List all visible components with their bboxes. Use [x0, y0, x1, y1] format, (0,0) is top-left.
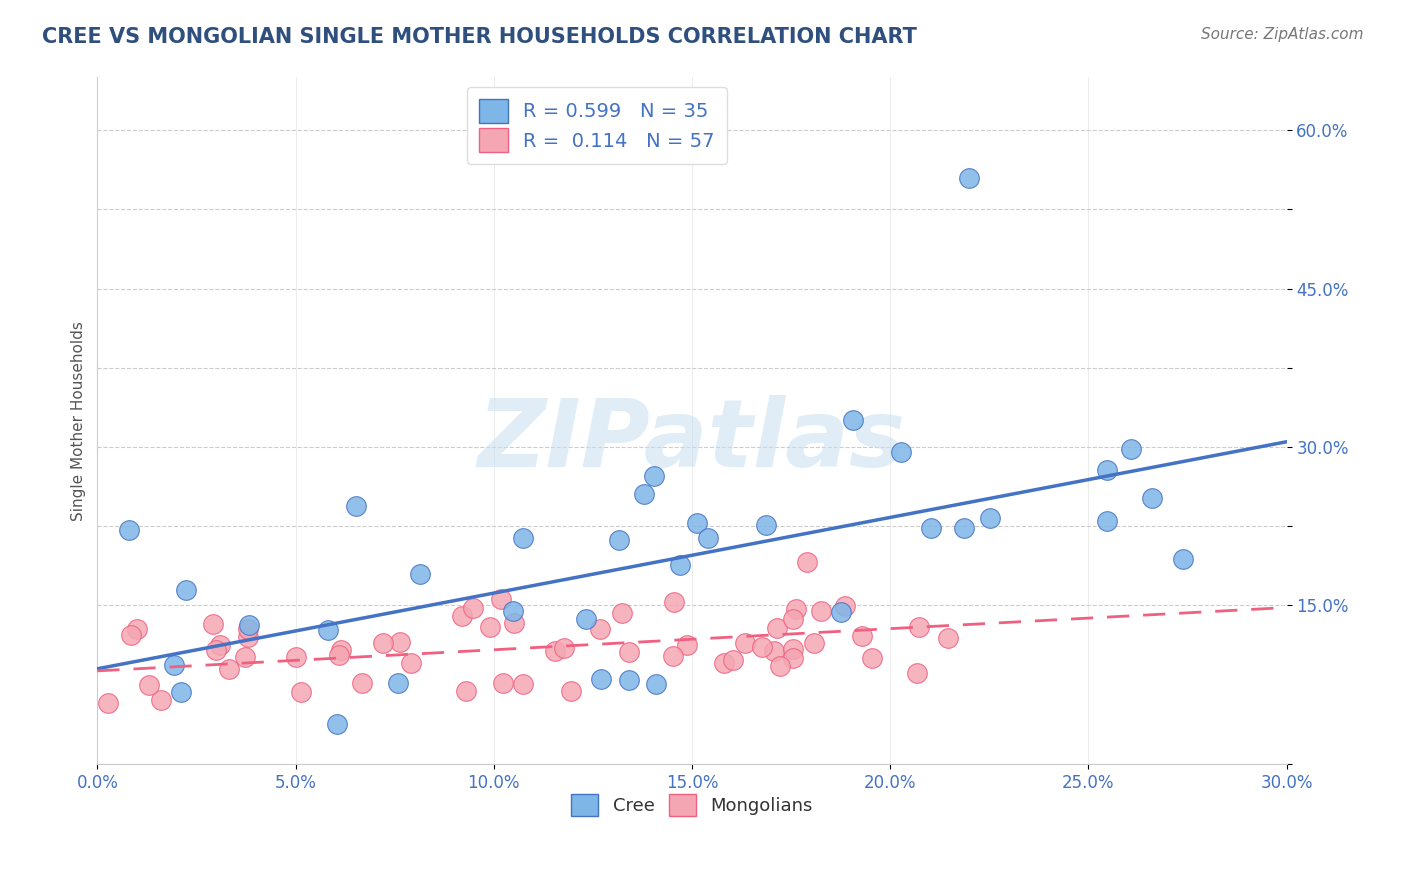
Point — [769, 659, 792, 673]
Point — [979, 511, 1001, 525]
Point — [502, 604, 524, 618]
Point — [503, 615, 526, 630]
Point — [209, 638, 232, 652]
Point — [841, 413, 863, 427]
Point — [803, 636, 825, 650]
Point — [1171, 552, 1194, 566]
Point — [589, 622, 612, 636]
Point — [461, 601, 484, 615]
Point — [388, 635, 411, 649]
Point — [401, 656, 423, 670]
Point — [723, 653, 745, 667]
Point — [810, 604, 832, 618]
Point — [905, 665, 928, 680]
Point — [205, 643, 228, 657]
Point — [953, 521, 976, 535]
Y-axis label: Single Mother Households: Single Mother Households — [72, 321, 86, 521]
Point — [1140, 491, 1163, 506]
Point — [238, 618, 260, 632]
Point — [920, 521, 942, 535]
Point — [643, 469, 665, 483]
Point — [751, 640, 773, 654]
Point — [489, 592, 512, 607]
Point — [125, 622, 148, 636]
Point — [1121, 442, 1143, 456]
Point — [782, 641, 804, 656]
Point — [344, 500, 367, 514]
Legend: Cree, Mongolians: Cree, Mongolians — [564, 787, 820, 823]
Point — [170, 685, 193, 699]
Point — [544, 644, 567, 658]
Point — [553, 641, 575, 656]
Point — [238, 630, 260, 644]
Text: CREE VS MONGOLIAN SINGLE MOTHER HOUSEHOLDS CORRELATION CHART: CREE VS MONGOLIAN SINGLE MOTHER HOUSEHOL… — [42, 27, 917, 46]
Point — [330, 643, 353, 657]
Point — [201, 617, 224, 632]
Point — [834, 599, 856, 614]
Point — [326, 717, 349, 731]
Point — [120, 628, 142, 642]
Point — [959, 170, 981, 185]
Point — [284, 649, 307, 664]
Point — [860, 650, 883, 665]
Point — [782, 612, 804, 626]
Point — [371, 636, 394, 650]
Point — [619, 673, 641, 687]
Point — [96, 697, 118, 711]
Point — [512, 677, 534, 691]
Point — [138, 678, 160, 692]
Point — [782, 651, 804, 665]
Point — [686, 516, 709, 530]
Text: Source: ZipAtlas.com: Source: ZipAtlas.com — [1201, 27, 1364, 42]
Point — [644, 677, 666, 691]
Point — [560, 684, 582, 698]
Point — [290, 685, 312, 699]
Point — [479, 620, 502, 634]
Point — [575, 612, 598, 626]
Point — [512, 531, 534, 545]
Text: ZIPatlas: ZIPatlas — [478, 395, 905, 487]
Point — [610, 606, 633, 620]
Point — [174, 582, 197, 597]
Point — [617, 645, 640, 659]
Point — [352, 675, 374, 690]
Point — [233, 650, 256, 665]
Point — [754, 518, 776, 533]
Point — [633, 487, 655, 501]
Point — [1097, 514, 1119, 528]
Point — [763, 644, 786, 658]
Point — [387, 675, 409, 690]
Point — [163, 657, 186, 672]
Point — [669, 558, 692, 573]
Point — [785, 602, 807, 616]
Point — [662, 594, 685, 608]
Point — [236, 622, 259, 636]
Point — [150, 693, 173, 707]
Point — [409, 566, 432, 581]
Point — [492, 676, 515, 690]
Point — [591, 673, 613, 687]
Point — [908, 620, 931, 634]
Point — [1095, 463, 1118, 477]
Point — [456, 684, 478, 698]
Point — [676, 638, 699, 652]
Point — [328, 648, 350, 663]
Point — [218, 662, 240, 676]
Point — [936, 632, 959, 646]
Point — [890, 444, 912, 458]
Point — [766, 621, 789, 635]
Point — [713, 656, 735, 670]
Point — [697, 531, 720, 545]
Point — [796, 555, 818, 569]
Point — [316, 624, 339, 638]
Point — [450, 608, 472, 623]
Point — [734, 636, 756, 650]
Point — [118, 523, 141, 537]
Point — [851, 629, 873, 643]
Point — [607, 533, 630, 547]
Point — [662, 649, 685, 664]
Point — [830, 605, 852, 619]
